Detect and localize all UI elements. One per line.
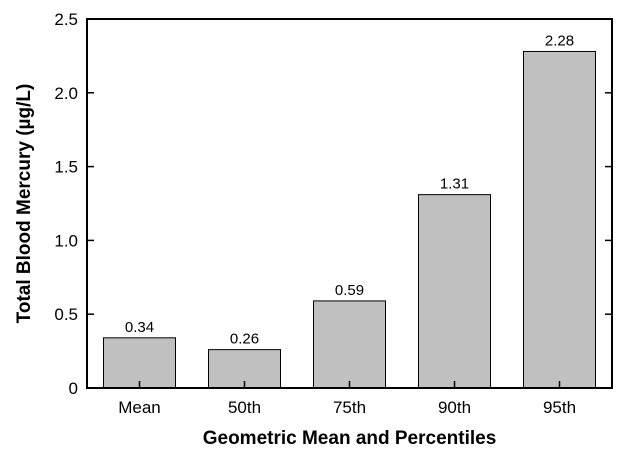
bar-90th [418, 194, 491, 389]
bar-mean [103, 337, 176, 389]
bar-75th [313, 300, 386, 389]
y-axis-title: Total Blood Mercury (µg/L) [14, 84, 35, 324]
data-labels-group: 0.34 0.26 0.59 1.31 2.28 [125, 32, 574, 347]
y-tick-label: 2.5 [54, 10, 78, 29]
x-tick-label: 90th [438, 398, 471, 417]
x-axis-title: Geometric Mean and Percentiles [203, 428, 497, 449]
y-tick-label: 0 [69, 379, 78, 398]
data-label: 2.28 [545, 32, 574, 49]
data-label: 0.59 [335, 282, 364, 299]
y-axis-ticks: 0 0.5 1.0 1.5 2.0 2.5 [54, 10, 612, 398]
y-tick-label: 0.5 [54, 305, 78, 324]
x-axis-ticks: Mean 50th 75th 90th 95th [118, 381, 576, 417]
y-tick-label: 2.0 [54, 84, 78, 103]
x-tick-label: Mean [118, 398, 161, 417]
x-tick-label: 95th [543, 398, 576, 417]
y-tick-label: 1.5 [54, 158, 78, 177]
data-label: 0.26 [230, 331, 259, 348]
data-label: 0.34 [125, 319, 154, 336]
x-tick-label: 75th [333, 398, 366, 417]
x-tick-label: 50th [228, 398, 261, 417]
y-tick-label: 1.0 [54, 231, 78, 250]
bars-group [103, 50, 596, 389]
data-label: 1.31 [440, 176, 469, 193]
bar-95th [523, 50, 596, 389]
